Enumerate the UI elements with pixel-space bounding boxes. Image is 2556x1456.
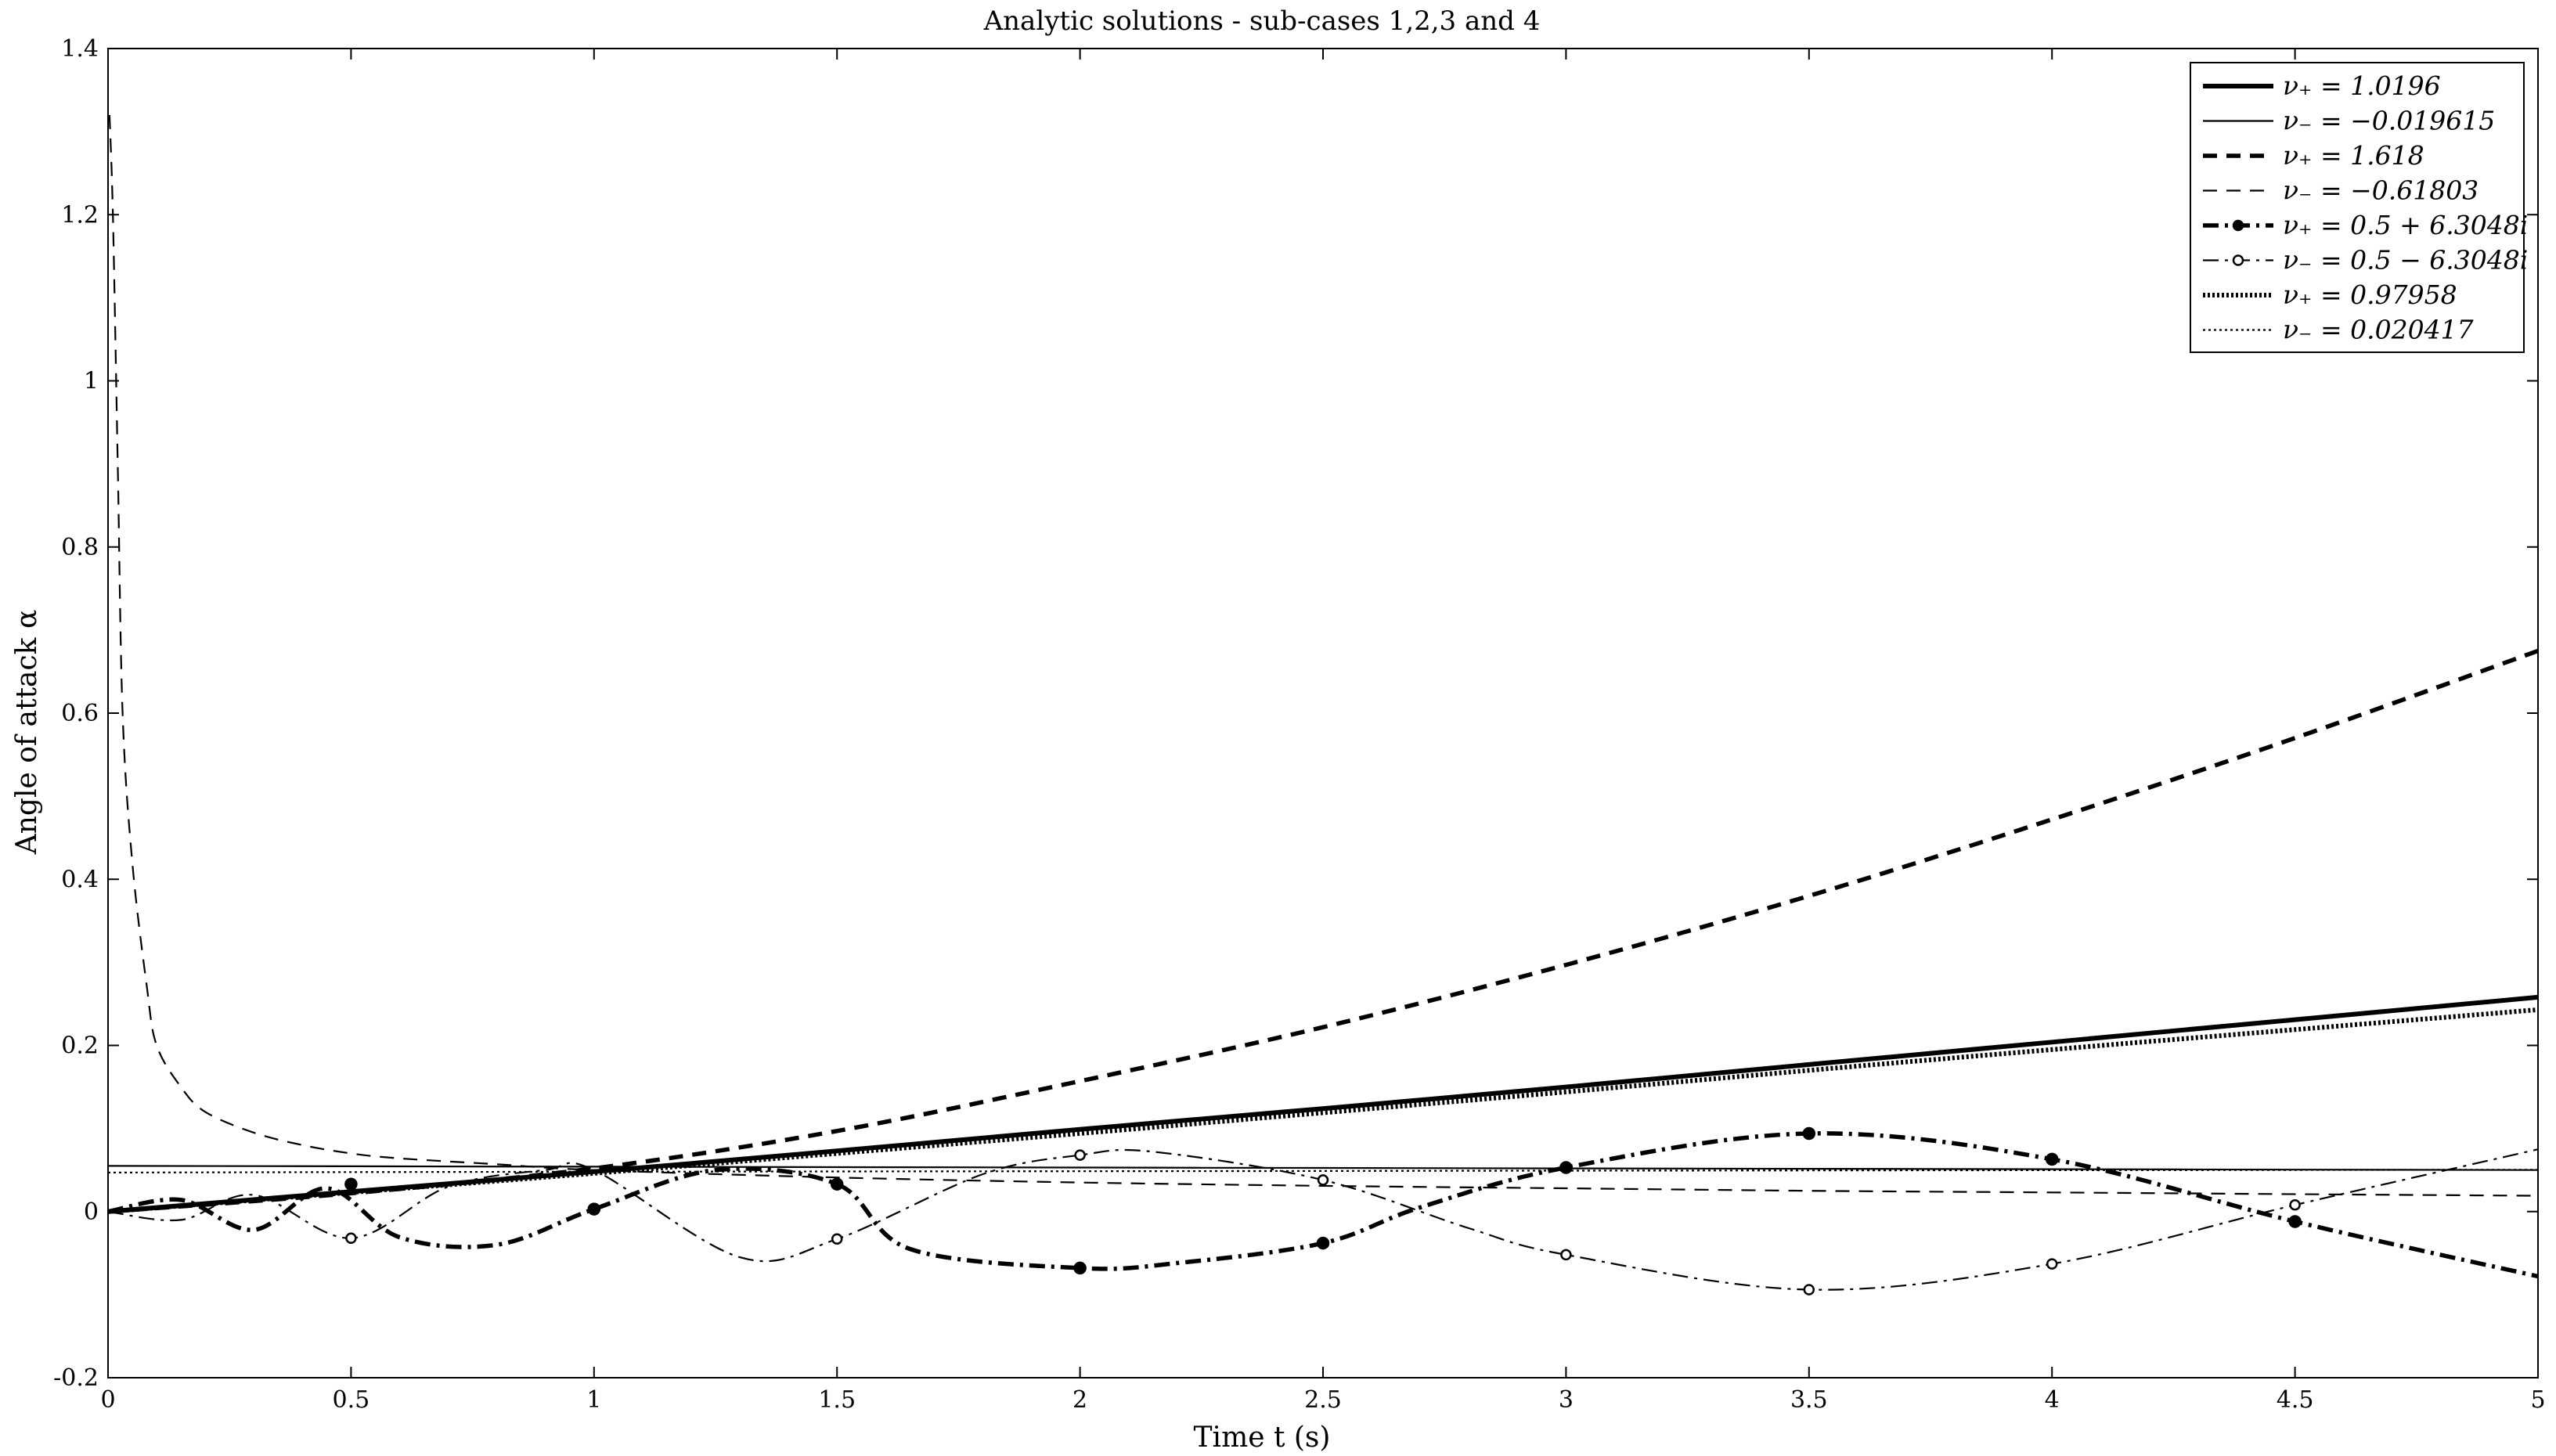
- series-6-marker: [831, 1233, 843, 1245]
- legend-label-2: ν₋ = −0.019615: [2283, 106, 2495, 136]
- legend-label-8: ν₋ = 0.020417: [2283, 315, 2474, 345]
- series-5-marker: [1073, 1261, 1087, 1275]
- y-tick-label: 0.2: [61, 1033, 99, 1060]
- series-5-marker: [1802, 1126, 1816, 1141]
- y-tick-label: 0.4: [61, 866, 99, 893]
- x-tick-label: 4.5: [2277, 1386, 2314, 1414]
- y-tick-label: -0.2: [53, 1364, 99, 1392]
- series-line-7: [107, 1007, 2539, 1214]
- x-tick-label: 3.5: [1790, 1386, 1828, 1414]
- y-tick-label: 1.2: [61, 201, 99, 229]
- legend-marker-5: [2232, 219, 2244, 232]
- series-5-marker: [2045, 1152, 2059, 1166]
- series-6-marker: [1803, 1284, 1815, 1296]
- y-tick-label: 1.4: [61, 35, 99, 63]
- series-5-marker: [1316, 1236, 1330, 1250]
- x-tick-label: 2.5: [1304, 1386, 1342, 1414]
- series-6-marker: [2289, 1199, 2301, 1211]
- x-tick-label: 0.5: [333, 1386, 370, 1414]
- y-tick-label: 1: [84, 368, 99, 395]
- series-layer: [107, 114, 2539, 1296]
- x-axis-label: Time t (s): [1194, 1422, 1331, 1454]
- x-tick-label: 4: [2045, 1386, 2060, 1414]
- x-axis-ticks: 0 0.5 1 1.5 2 2.5 3 3.5 4 4.5 5: [100, 49, 2546, 1414]
- legend-label-1: ν₊ = 1.0196: [2283, 70, 2441, 101]
- legend-box: [2190, 62, 2525, 353]
- legend-marker-6: [2232, 254, 2244, 266]
- y-axis-label: Angle of attack α: [11, 610, 43, 856]
- x-tick-label: 5: [2530, 1386, 2545, 1414]
- series-6-marker: [2046, 1258, 2058, 1270]
- series-5-marker: [1559, 1161, 1573, 1174]
- y-axis-ticks: -0.2 0 0.2 0.4 0.6 0.8 1 1.2 1.4: [53, 35, 2538, 1392]
- x-tick-label: 0: [100, 1386, 115, 1414]
- x-tick-label: 3: [1559, 1386, 1574, 1414]
- series-5-marker: [830, 1177, 844, 1191]
- y-tick-label: 0.8: [61, 534, 99, 561]
- series-6-marker: [345, 1232, 357, 1244]
- series-5-marker: [344, 1177, 358, 1191]
- legend-label-6: ν₋ = 0.5 − 6.3048i: [2283, 245, 2528, 276]
- x-tick-label: 1.5: [818, 1386, 856, 1414]
- x-tick-label: 1: [586, 1386, 601, 1414]
- series-6-marker: [1317, 1174, 1329, 1186]
- legend-label-7: ν₊ = 0.97958: [2283, 279, 2457, 310]
- series-5-marker: [2288, 1215, 2302, 1228]
- legend: ν₊ = 1.0196 ν₋ = −0.019615 ν₊ = 1.618 ν₋ = …: [2190, 62, 2528, 353]
- x-tick-label: 2: [1073, 1386, 1087, 1414]
- legend-label-5: ν₊ = 0.5 + 6.3048i: [2283, 210, 2528, 240]
- legend-label-3: ν₊ = 1.618: [2283, 140, 2424, 171]
- y-tick-label: 0.6: [61, 700, 99, 727]
- chart-title: Analytic solutions - sub-cases 1,2,3 and…: [983, 5, 1541, 37]
- legend-label-4: ν₋ = −0.61803: [2283, 175, 2478, 206]
- series-5-marker: [587, 1202, 601, 1216]
- series-line-2: [107, 1165, 2539, 1171]
- y-tick-label: 0: [84, 1198, 99, 1226]
- series-6-marker: [1560, 1249, 1572, 1261]
- series-6-marker: [1074, 1149, 1086, 1161]
